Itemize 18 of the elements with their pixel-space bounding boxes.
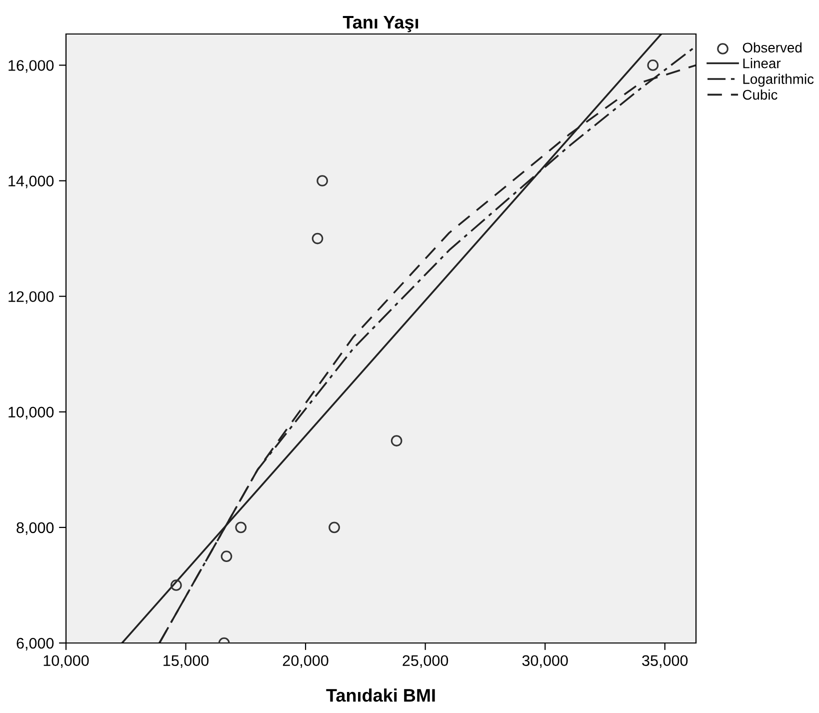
y-tick-label: 12,000 bbox=[8, 291, 54, 304]
x-tick-label: 15,000 bbox=[164, 655, 209, 668]
y-tick-label: 6,000 bbox=[16, 638, 54, 650]
x-tick-label: 35,000 bbox=[642, 655, 688, 668]
legend-label: Logarithmic bbox=[743, 74, 814, 87]
y-tick-label: 10,000 bbox=[8, 406, 54, 420]
x-tick-label: 10,000 bbox=[44, 655, 89, 668]
y-tick-label: 8,000 bbox=[16, 522, 54, 535]
x-axis-title: Tanıdaki BMI bbox=[326, 688, 435, 702]
legend-label: Linear bbox=[743, 58, 781, 68]
y-tick-label: 14,000 bbox=[8, 176, 54, 188]
x-tick-label: 25,000 bbox=[402, 655, 448, 668]
legend-label: Cubic bbox=[742, 90, 778, 100]
x-tick-label: 30,000 bbox=[522, 655, 568, 668]
chart-title: Tanı Yaşı bbox=[342, 16, 418, 32]
legend-label: Observed bbox=[742, 42, 802, 53]
x-tick-label: 20,000 bbox=[282, 655, 328, 668]
y-tick-label: 16,000 bbox=[8, 60, 54, 73]
